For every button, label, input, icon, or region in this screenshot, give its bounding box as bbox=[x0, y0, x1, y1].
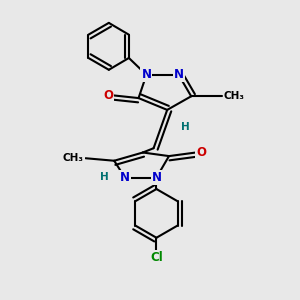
Text: H: H bbox=[182, 122, 190, 132]
Text: N: N bbox=[120, 171, 130, 184]
Text: N: N bbox=[174, 68, 184, 81]
Text: N: N bbox=[141, 68, 152, 81]
Text: CH₃: CH₃ bbox=[63, 153, 84, 163]
Text: N: N bbox=[152, 171, 161, 184]
Text: CH₃: CH₃ bbox=[224, 91, 244, 101]
Text: Cl: Cl bbox=[150, 251, 163, 264]
Text: O: O bbox=[196, 146, 206, 159]
Text: O: O bbox=[103, 89, 113, 102]
Text: H: H bbox=[100, 172, 109, 182]
